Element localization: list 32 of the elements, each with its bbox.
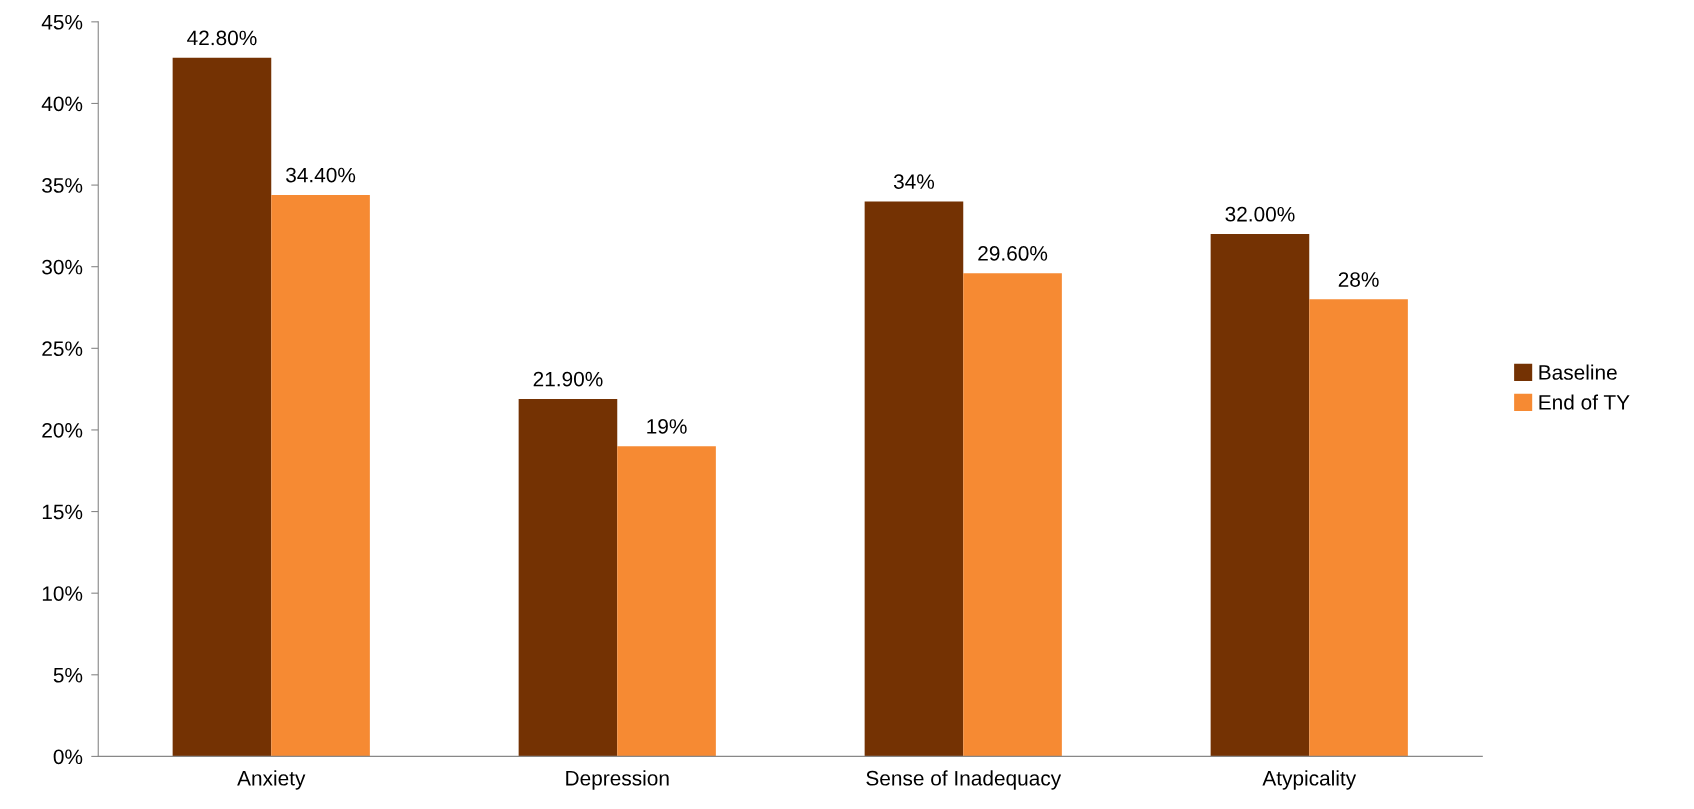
y-tick-label: 25%: [42, 341, 83, 357]
x-tick-label: Sense of Inadequacy: [866, 770, 1062, 790]
bar: [963, 273, 1062, 757]
y-tick-label: 30%: [42, 259, 83, 275]
x-tick-label: Depression: [566, 770, 669, 790]
data-label: 28%: [1338, 272, 1379, 287]
bar: [518, 398, 618, 757]
y-tick-label: 15%: [42, 504, 83, 520]
y-tick-label: 20%: [42, 422, 83, 438]
y-tick-label: 35%: [42, 178, 83, 193]
data-label: 42.80%: [187, 30, 257, 46]
bar: [271, 194, 370, 757]
data-label: 32.00%: [1225, 206, 1295, 222]
x-tick-label: Atypicality: [1262, 770, 1357, 790]
bar: [172, 57, 272, 757]
data-label: 29.60%: [978, 246, 1048, 261]
y-tick-label: 45%: [41, 14, 83, 30]
bar: [864, 201, 964, 757]
y-tick-label: 5%: [53, 667, 83, 683]
bar: [1309, 299, 1408, 757]
y-tick-label: 0%: [53, 749, 83, 765]
bar: [617, 446, 716, 757]
bar: [1210, 234, 1310, 757]
data-label: 19%: [647, 419, 687, 434]
x-tick-label: Anxiety: [237, 770, 306, 790]
y-tick-label: 40%: [41, 96, 83, 112]
y-tick-label: 10%: [42, 586, 83, 601]
data-label: 21.90%: [533, 371, 603, 387]
legend-label: Baseline: [1539, 364, 1617, 380]
data-label: 34%: [893, 174, 935, 189]
legend-label: End of TY: [1539, 394, 1630, 410]
data-label: 34.40%: [286, 167, 356, 183]
